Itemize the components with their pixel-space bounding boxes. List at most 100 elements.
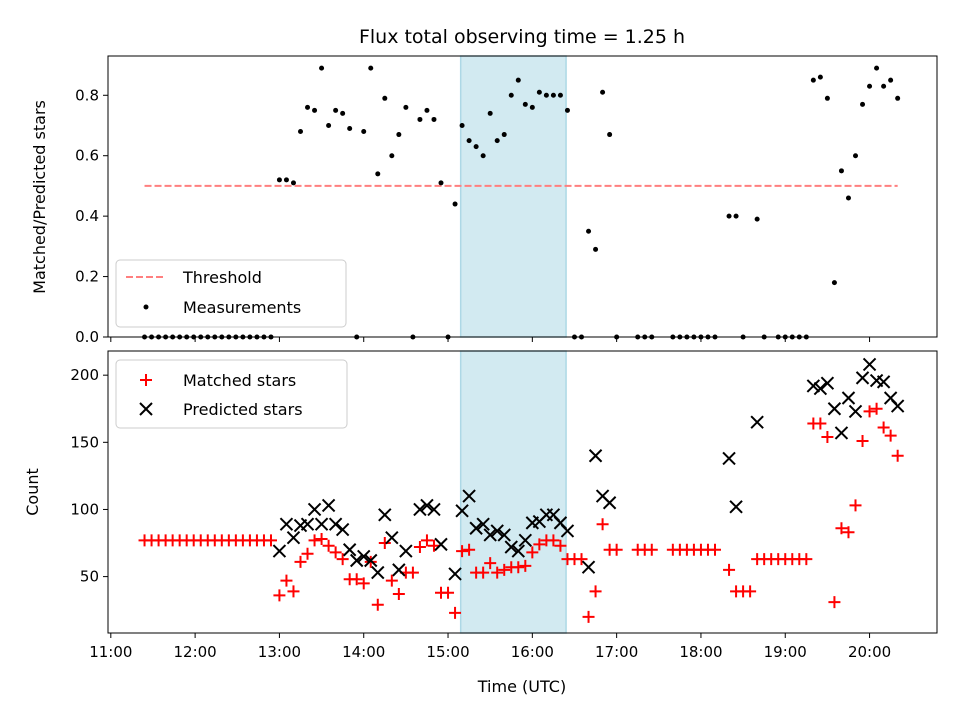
predicted-star-point xyxy=(504,540,518,554)
measurement-point xyxy=(368,65,374,71)
measurement-point xyxy=(550,92,556,98)
measurement-point xyxy=(417,116,423,122)
predicted-star-point xyxy=(518,533,533,548)
predicted-star-point xyxy=(399,544,413,558)
predicted-star-point xyxy=(581,560,596,574)
predicted-star-point xyxy=(750,415,764,429)
predicted-star-point xyxy=(876,375,891,389)
predicted-star-point xyxy=(862,357,877,372)
matched-star-point xyxy=(547,534,560,547)
predicted-star-point xyxy=(448,567,462,581)
matched-star-point xyxy=(294,555,307,568)
predicted-star-point xyxy=(813,381,828,396)
legend-predicted-swatch xyxy=(139,402,153,416)
predicted-star-point xyxy=(328,517,343,531)
predicted-star-point xyxy=(560,524,575,538)
measurement-point xyxy=(473,144,479,150)
predicted-star-point xyxy=(286,530,301,545)
measurement-point xyxy=(326,122,332,128)
predicted-star-point xyxy=(855,371,870,385)
measurement-point xyxy=(403,104,409,110)
legend-measurements-label: Measurements xyxy=(183,298,301,317)
measurement-point xyxy=(831,280,837,286)
legend-measurement-swatch xyxy=(143,304,149,310)
matched-star-point xyxy=(264,534,277,547)
matched-star-point xyxy=(800,553,813,566)
predicted-star-point xyxy=(279,517,294,531)
predicted-star-point xyxy=(385,530,399,545)
bottom-y-ticks: 50 100 150 200 xyxy=(70,366,108,586)
matched-star-point xyxy=(484,557,497,570)
observing-window-band-top xyxy=(459,55,567,338)
matched-star-point xyxy=(870,402,883,415)
matched-star-point xyxy=(877,421,890,434)
matched-star-point xyxy=(357,577,370,590)
legend-predicted-label: Predicted stars xyxy=(183,400,303,419)
matched-star-point xyxy=(891,449,904,462)
matched-star-point xyxy=(280,574,293,587)
measurement-point xyxy=(564,107,570,113)
matched-star-point xyxy=(463,543,476,556)
matched-star-point xyxy=(596,518,609,531)
x-tick-label: 13:00 xyxy=(258,643,301,661)
matched-star-point xyxy=(863,405,876,418)
measurement-point xyxy=(515,77,521,83)
predicted-star-point xyxy=(300,517,315,531)
top-panel: 0.00.20.40.60.8 Matched/Predicted stars … xyxy=(30,55,938,346)
predicted-star-point xyxy=(483,528,497,542)
matched-star-point xyxy=(385,574,398,587)
measurement-point xyxy=(466,138,472,144)
matched-star-point xyxy=(723,563,736,576)
predicted-star-point xyxy=(434,537,448,552)
x-tick-label: 12:00 xyxy=(173,643,216,661)
measurement-point xyxy=(480,153,486,159)
x-tick-label: 19:00 xyxy=(764,643,807,661)
matched-star-point xyxy=(498,563,511,576)
matched-star-point xyxy=(512,561,525,574)
matched-star-point xyxy=(589,585,602,598)
bottom-legend: Matched stars Predicted stars xyxy=(115,359,348,429)
matched-star-point xyxy=(835,522,848,535)
top-x-ticks xyxy=(110,337,871,342)
matched-star-point xyxy=(378,537,391,550)
predicted-star-point xyxy=(321,498,336,513)
predicted-star-point xyxy=(890,399,905,413)
predicted-star-point xyxy=(307,502,322,517)
top-y-ticks: 0.0 0.2 0.4 0.6 0.8 xyxy=(75,86,108,346)
measurement-point xyxy=(557,92,563,98)
bottom-plot-frame xyxy=(107,350,938,634)
matched-star-point xyxy=(301,547,314,560)
matched-star-point xyxy=(456,545,469,558)
matched-star-point xyxy=(350,573,363,586)
matched-star-point xyxy=(575,553,588,566)
matched-star-point xyxy=(842,526,855,539)
measurement-point xyxy=(438,180,444,186)
measurement-point xyxy=(501,132,507,138)
measurement-point xyxy=(459,122,465,128)
matched-star-point xyxy=(849,499,862,512)
measurement-point xyxy=(340,110,346,116)
bottom-x-ticks: 11:00 12:00 13:00 14:00 15:00 16:00 17:00 18:00… xyxy=(89,633,891,661)
y-tick-label: 0.8 xyxy=(75,86,99,104)
predicted-star-point xyxy=(357,549,371,564)
matched-star-point xyxy=(287,585,300,598)
matched-star-point xyxy=(884,429,897,442)
matched-star-point xyxy=(828,596,841,609)
legend-threshold-label: Threshold xyxy=(182,268,262,287)
measurement-point xyxy=(817,74,823,80)
predicted-star-point xyxy=(371,565,385,580)
measurement-point xyxy=(508,92,514,98)
y-tick-label: 150 xyxy=(70,433,99,451)
matched-star-point xyxy=(273,589,286,602)
top-plot-frame xyxy=(107,55,938,338)
matched-star-point xyxy=(427,539,440,552)
measurement-point xyxy=(319,65,325,71)
x-tick-label: 15:00 xyxy=(426,643,469,661)
y-tick-label: 0.2 xyxy=(75,268,99,286)
measurement-point xyxy=(396,132,402,138)
predicted-star-point xyxy=(834,426,849,440)
predicted-star-point xyxy=(841,391,856,405)
measurement-point xyxy=(810,77,816,83)
measurement-point xyxy=(305,104,311,110)
